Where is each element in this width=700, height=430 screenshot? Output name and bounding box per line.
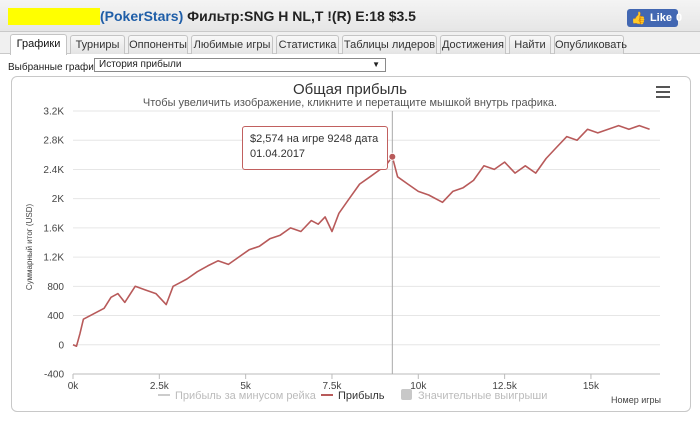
title-bar: (PokerStars) Фильтр:SNG H NL,T !(R) E:18… xyxy=(0,0,700,32)
tab-leaderboards[interactable]: Таблицы лидеров xyxy=(342,35,437,54)
y-tick-label: 1.2K xyxy=(43,253,64,264)
legend-item-1[interactable]: Прибыль xyxy=(321,390,385,402)
x-axis-label: Номер игры xyxy=(611,395,661,405)
tab-tournaments[interactable]: Турниры xyxy=(70,35,125,54)
dropdown-arrow-icon: ▼ xyxy=(372,60,380,69)
tab-statistics[interactable]: Статистика xyxy=(276,35,339,54)
x-tick-label: 10k xyxy=(410,381,427,392)
tooltip-line-2: 01.04.2017 xyxy=(250,148,306,160)
chart-subtitle: Чтобы увеличить изображение, кликните и … xyxy=(142,97,558,109)
x-tick-label: 0k xyxy=(68,381,80,392)
tab-charts[interactable]: Графики xyxy=(10,34,67,55)
tab-bar: Графики Турниры Оппоненты Любимые игры С… xyxy=(0,32,700,55)
legend-label: Прибыль xyxy=(338,390,385,402)
chart-picker-label: Выбранные графики: xyxy=(8,61,107,73)
redacted-player-name xyxy=(8,8,100,25)
legend-label: Значительные выигрыши xyxy=(418,390,547,402)
profit-series-line[interactable] xyxy=(72,124,650,348)
page-title: (PokerStars) Фильтр:SNG H NL,T !(R) E:18… xyxy=(100,8,416,24)
y-axis-label: Суммарный итог (USD) xyxy=(25,204,34,291)
filter-text: Фильтр:SNG H NL,T !(R) E:18 $3.5 xyxy=(183,8,416,24)
y-tick-label: 2.4K xyxy=(43,165,64,176)
tab-publish[interactable]: Опубликовать xyxy=(554,35,627,54)
y-tick-label: -400 xyxy=(44,370,64,381)
like-label: Like xyxy=(649,12,672,24)
y-tick-label: 0 xyxy=(58,340,64,351)
tab-search[interactable]: Найти xyxy=(509,35,551,54)
chart-menu-icon[interactable] xyxy=(656,86,670,98)
tab-favorite-games[interactable]: Любимые игры xyxy=(191,35,273,54)
x-tick-label: 2.5k xyxy=(150,381,170,392)
x-tick-label: 15k xyxy=(583,381,600,392)
tooltip-line-1: $2,574 на игре 9248 дата xyxy=(250,133,379,145)
site-name[interactable]: (PokerStars) xyxy=(100,8,184,24)
x-tick-label: 5k xyxy=(240,381,252,392)
chart-select-value: История прибыли xyxy=(99,59,182,70)
hover-point xyxy=(388,152,397,161)
legend-box-symbol xyxy=(401,389,412,400)
chart-title: Общая прибыль xyxy=(292,81,408,98)
chart-picker: Выбранные графики: xyxy=(8,60,107,74)
legend-item-2[interactable]: Значительные выигрыши xyxy=(401,389,547,402)
like-count: 0 xyxy=(675,12,683,24)
facebook-like-button[interactable]: 👍 Like 0 xyxy=(627,9,682,27)
tab-opponents[interactable]: Оппоненты xyxy=(128,35,188,54)
legend-item-0[interactable]: Прибыль за минусом рейка xyxy=(158,390,317,402)
y-tick-label: 800 xyxy=(47,282,64,293)
y-tick-label: 2.8K xyxy=(43,136,64,147)
facebook-thumb-icon: 👍 xyxy=(631,11,646,25)
legend-label: Прибыль за минусом рейка xyxy=(175,390,317,402)
chart-select[interactable]: История прибыли ▼ xyxy=(94,58,386,72)
y-tick-label: 3.2K xyxy=(43,107,64,118)
tab-achievements[interactable]: Достижения xyxy=(440,35,506,54)
y-tick-label: 2K xyxy=(52,194,65,205)
y-tick-label: 400 xyxy=(47,311,64,322)
x-tick-label: 7.5k xyxy=(323,381,343,392)
y-tick-label: 1.6K xyxy=(43,223,64,234)
x-tick-label: 12.5k xyxy=(492,381,517,392)
chart-tooltip: $2,574 на игре 9248 дата 01.04.2017 xyxy=(242,126,388,170)
